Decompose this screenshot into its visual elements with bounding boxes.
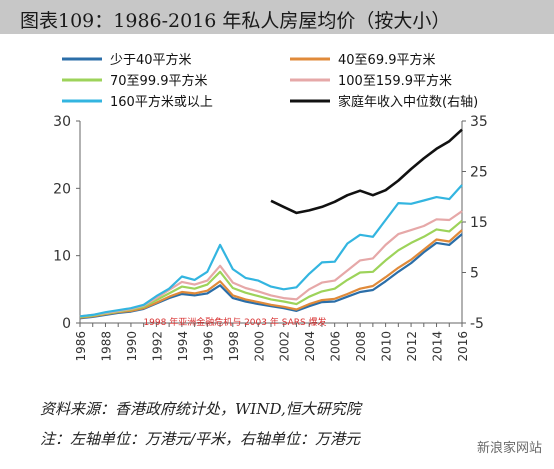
- right-tick-label: -5: [470, 316, 484, 332]
- x-tick-label: 2012: [405, 331, 419, 362]
- legend: 少于40平方米 40至69.9平方米 70至99.9平方米 100至159.9平方米 1…: [62, 52, 478, 110]
- left-tick-label: 30: [53, 114, 71, 130]
- x-tick-label: 1986: [74, 331, 88, 362]
- right-tick-label: 25: [470, 165, 488, 181]
- x-tick-label: 2006: [329, 331, 343, 362]
- legend-label-4: 160平方米或以上: [110, 94, 213, 110]
- x-tick-label: 2016: [456, 331, 470, 362]
- watermark: 新浪家网站: [474, 437, 544, 456]
- axes: 0 10 20 30 -5 5 15 25 35 1986 1988 1990 1992 1994 1996…: [53, 114, 488, 362]
- x-tick-label: 2014: [431, 331, 445, 362]
- source-note: 资料来源：香港政府统计处，WIND,恒大研究院: [40, 400, 361, 418]
- legend-label-2: 70至99.9平方米: [110, 73, 208, 89]
- left-tick-label: 0: [62, 316, 71, 332]
- x-tick-label: 2002: [278, 331, 292, 362]
- x-tick-label: 1994: [176, 331, 190, 362]
- x-tick-label: 1992: [150, 331, 164, 362]
- left-tick-label: 20: [53, 181, 71, 197]
- chart: 少于40平方米 40至69.9平方米 70至99.9平方米 100至159.9平方米 1…: [53, 52, 488, 362]
- x-tick-label: 1998: [227, 331, 241, 362]
- right-tick-label: 35: [470, 114, 488, 130]
- left-tick-label: 10: [53, 249, 71, 265]
- unit-note: 注：左轴单位：万港元/平米，右轴单位：万港元: [40, 430, 361, 448]
- legend-label-0: 少于40平方米: [110, 52, 192, 68]
- legend-label-3: 100至159.9平方米: [338, 73, 452, 89]
- series-line-1: [79, 229, 463, 319]
- annotation: 1998 年亚洲金融危机与 2003 年 SARS 爆发: [143, 316, 326, 328]
- right-tick-label: 15: [470, 215, 488, 231]
- x-tick-label: 2004: [303, 331, 317, 362]
- series-line-2: [79, 219, 463, 318]
- x-tick-label: 2008: [354, 331, 368, 362]
- series-lines: [79, 128, 463, 320]
- x-tick-label: 1996: [201, 331, 215, 362]
- x-tick-label: 2000: [252, 331, 266, 362]
- right-tick-label: 5: [470, 266, 479, 282]
- x-tick-label: 1988: [99, 331, 113, 362]
- title-band: [0, 0, 554, 34]
- x-tick-label: 1990: [125, 331, 139, 362]
- chart-title: 图表109：1986-2016 年私人房屋均价（按大小）: [20, 10, 451, 32]
- series-line-4: [79, 184, 463, 318]
- series-line-5: [270, 128, 463, 215]
- legend-label-1: 40至69.9平方米: [338, 52, 436, 68]
- legend-label-5: 家庭年收入中位数(右轴): [338, 94, 478, 110]
- x-tick-label: 2010: [380, 331, 394, 362]
